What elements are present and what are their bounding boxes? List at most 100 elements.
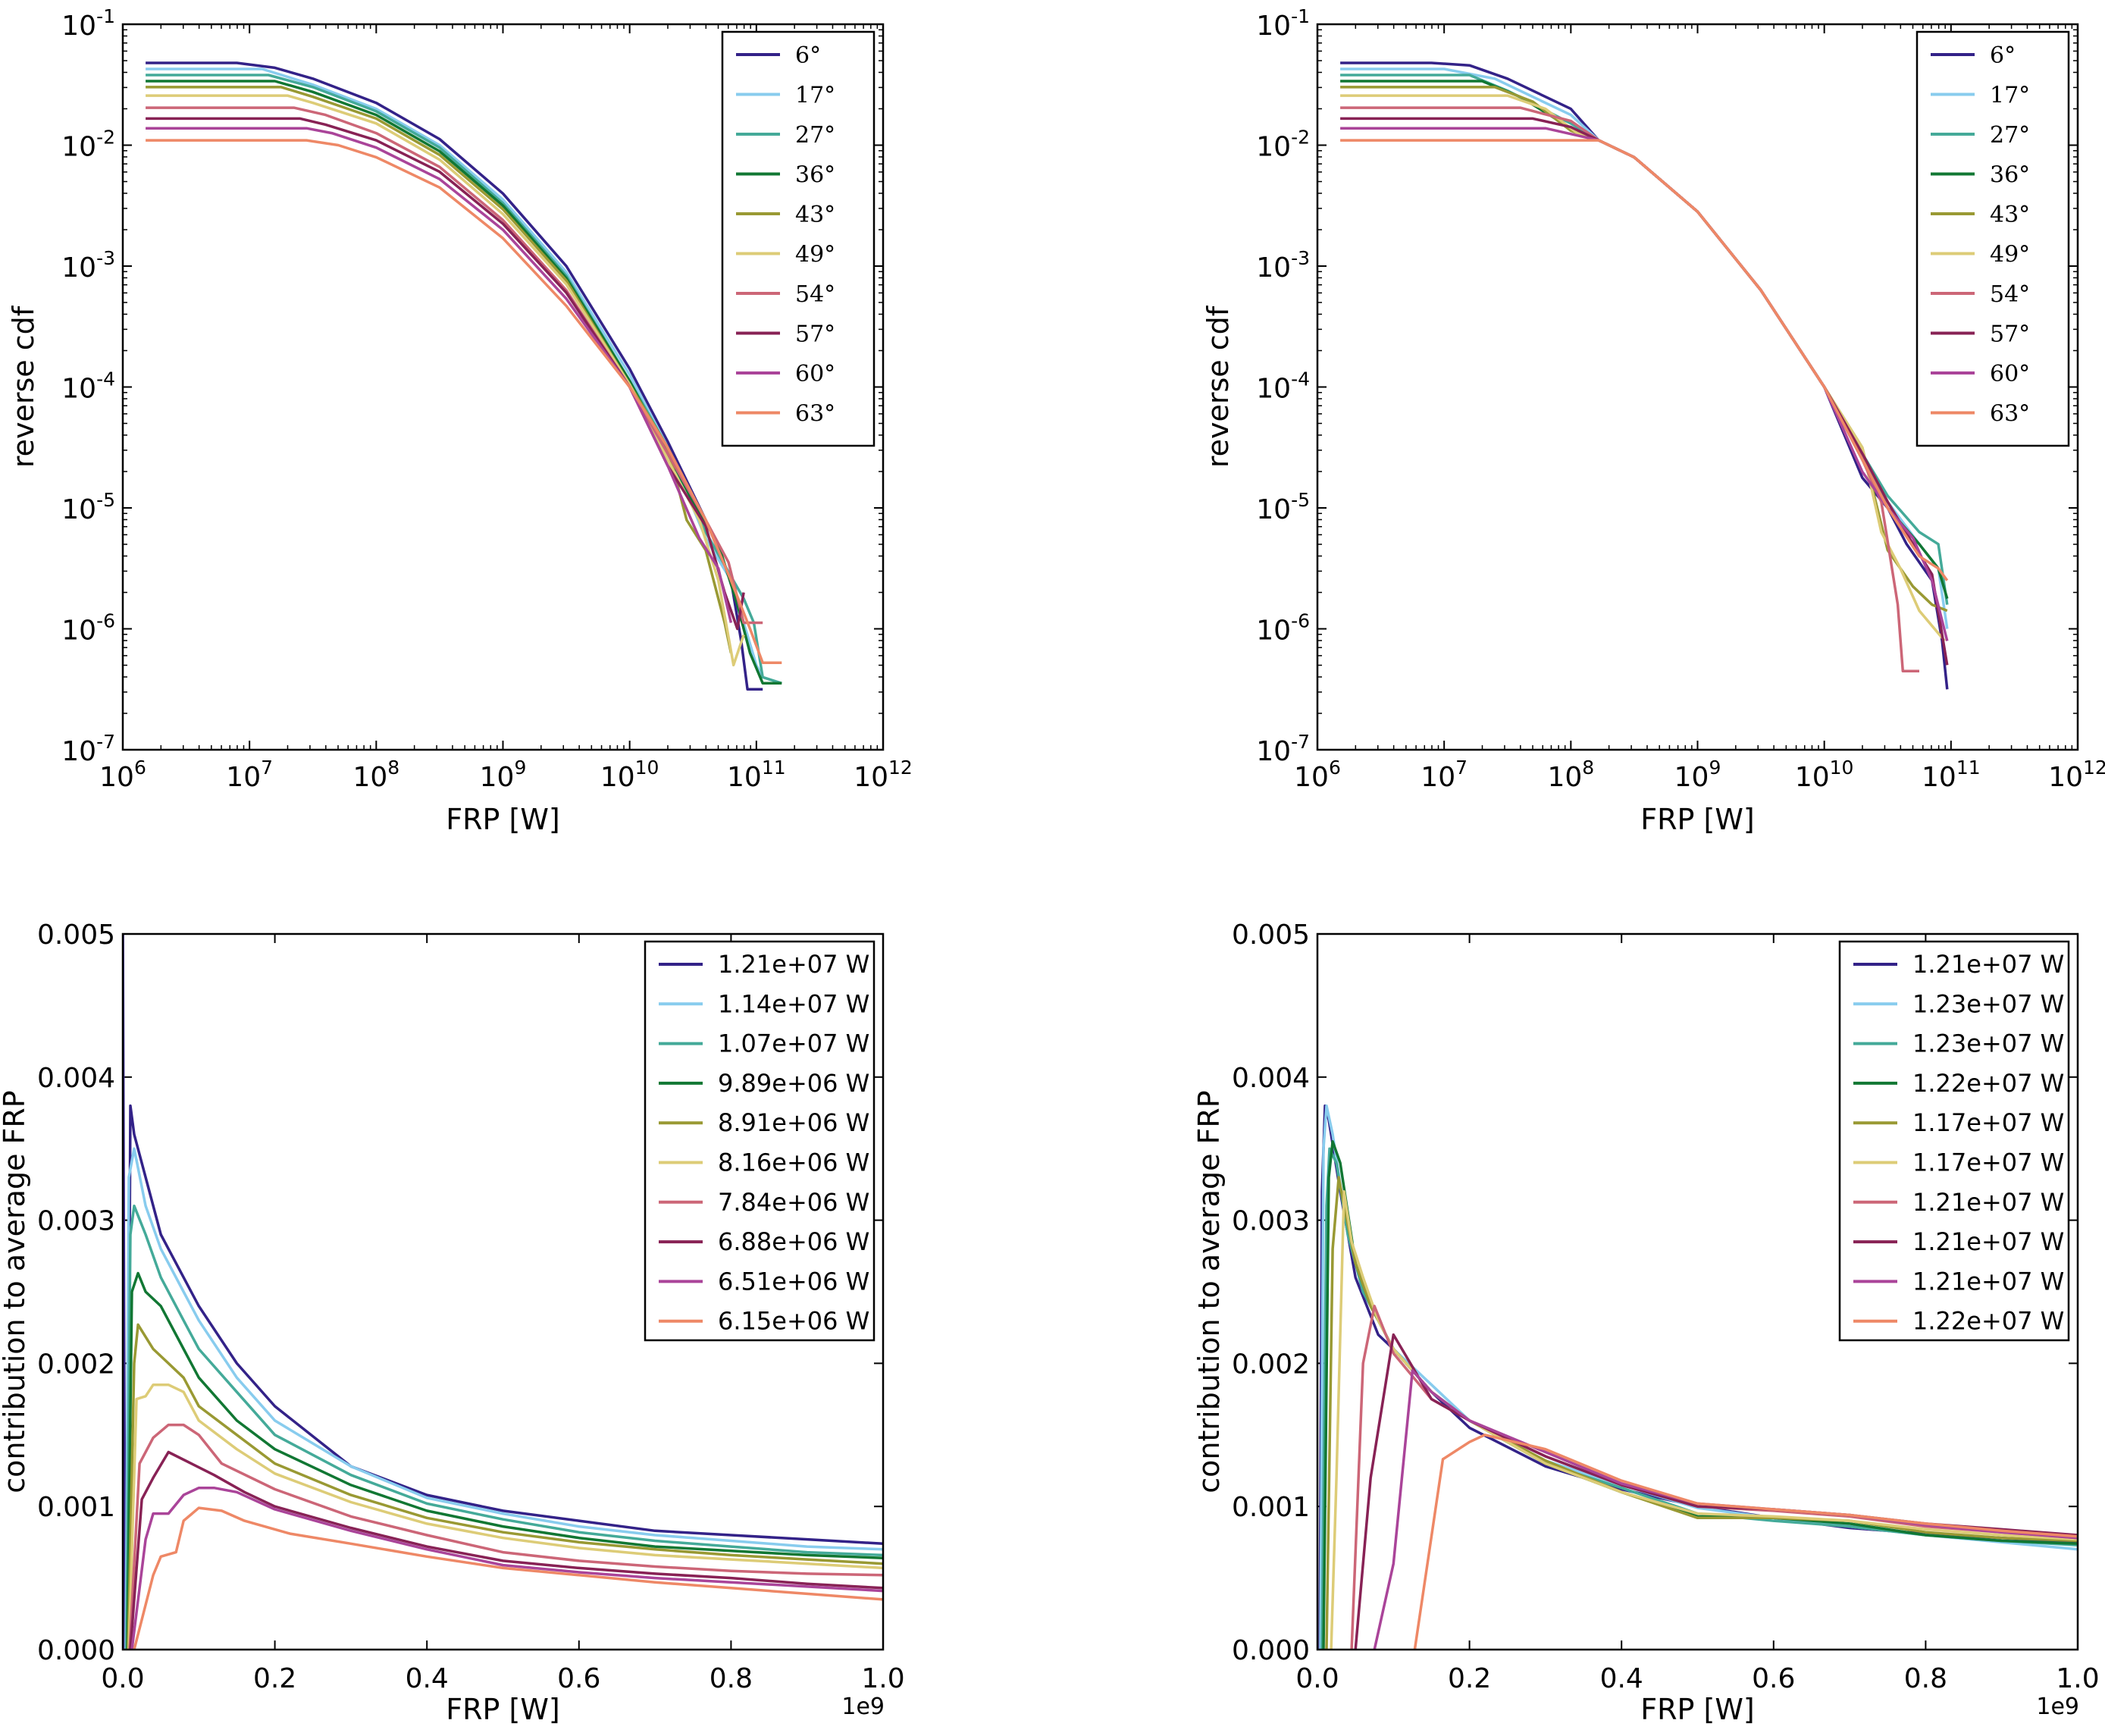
series-line-5 bbox=[127, 1323, 883, 1650]
series-line-8 bbox=[1340, 117, 1949, 666]
legend-label-8: 57° bbox=[1990, 321, 2030, 348]
x-axis-label: FRP [W] bbox=[446, 1693, 559, 1726]
x-tick-label: 107 bbox=[1421, 757, 1468, 793]
series-line-7 bbox=[128, 1423, 883, 1650]
ticks: 0.0 0.2 0.4 0.6 0.8 1.0 0.000 0.001 0.002 0.003 0.… bbox=[37, 920, 905, 1694]
legend-label-9: 60° bbox=[1990, 361, 2030, 387]
y-axis-label: reverse cdf bbox=[1201, 305, 1235, 468]
chart-tr: 106 107 108 109 1010 1011 1012 10-7 10-6 10-5 10-4… bbox=[1201, 5, 2105, 836]
y-tick-label: 10-2 bbox=[61, 127, 115, 163]
y-tick-label: 10-4 bbox=[1256, 368, 1310, 405]
x-offset-label: 1e9 bbox=[841, 1694, 885, 1720]
legend-label-2: 17° bbox=[1990, 83, 2030, 109]
x-tick-label: 0.8 bbox=[1904, 1663, 1947, 1694]
x-tick-label: 1010 bbox=[600, 757, 659, 793]
y-tick-label: 10-1 bbox=[61, 5, 115, 42]
series-line-8 bbox=[129, 1450, 883, 1650]
legend-label-4: 9.89e+06 W bbox=[718, 1069, 869, 1098]
legend-label-3: 27° bbox=[795, 122, 835, 149]
ticks: 106 107 108 109 1010 1011 1012 10-7 10-6 10-5 10-4… bbox=[1256, 5, 2105, 793]
series-line-6 bbox=[127, 1383, 883, 1650]
x-tick-label: 1012 bbox=[2048, 757, 2105, 793]
y-tick-label: 10-5 bbox=[61, 489, 115, 525]
legend-label-9: 60° bbox=[795, 361, 835, 387]
y-tick-label: 0.004 bbox=[1232, 1063, 1310, 1094]
legend-label-10: 63° bbox=[1990, 401, 2030, 428]
legend-label-8: 57° bbox=[795, 321, 835, 348]
legend-label-2: 1.14e+07 W bbox=[718, 989, 869, 1018]
x-tick-label: 1011 bbox=[727, 757, 786, 793]
legend: 1.21e+07 W 1.14e+07 W 1.07e+07 W 9.89e+06 W… bbox=[644, 940, 876, 1342]
series-line-6 bbox=[146, 94, 745, 667]
series-line-4 bbox=[1340, 80, 1949, 600]
y-tick-label: 10-7 bbox=[1256, 731, 1310, 767]
x-tick-label: 0.6 bbox=[557, 1663, 600, 1694]
y-tick-label: 0.003 bbox=[37, 1206, 115, 1237]
x-tick-label: 0.4 bbox=[406, 1663, 449, 1694]
legend-label-10: 6.15e+06 W bbox=[718, 1307, 869, 1336]
legend-label-1: 6° bbox=[1990, 42, 2016, 69]
y-tick-label: 0.000 bbox=[37, 1635, 115, 1666]
legend: 6° 17° 27° 36° 43° 49° 54° 57° 60° 63° bbox=[721, 30, 876, 447]
y-tick-label: 10-6 bbox=[1256, 610, 1310, 647]
x-tick-label: 0.4 bbox=[1600, 1663, 1643, 1694]
series-line-10 bbox=[133, 1506, 883, 1650]
legend-box bbox=[644, 940, 876, 1342]
y-tick-label: 10-3 bbox=[1256, 247, 1310, 284]
legend-label-2: 17° bbox=[795, 83, 835, 109]
y-tick-label: 10-4 bbox=[61, 368, 115, 405]
legend-label-6: 49° bbox=[1990, 242, 2030, 268]
series-line-4 bbox=[146, 80, 782, 685]
x-tick-label: 0.0 bbox=[1295, 1663, 1339, 1694]
x-tick-label: 0.8 bbox=[709, 1663, 753, 1694]
legend-label-8: 1.21e+07 W bbox=[1912, 1227, 2064, 1256]
legend-label-1: 1.21e+07 W bbox=[718, 950, 869, 979]
y-tick-label: 10-5 bbox=[1256, 489, 1310, 525]
series-line-2 bbox=[124, 1147, 883, 1650]
y-tick-label: 0.000 bbox=[1232, 1635, 1310, 1666]
y-tick-label: 10-6 bbox=[61, 610, 115, 647]
series-line-8 bbox=[146, 117, 745, 631]
x-offset-label: 1e9 bbox=[2036, 1694, 2079, 1720]
plot-frame bbox=[121, 932, 885, 1651]
x-tick-label: 108 bbox=[1547, 757, 1594, 793]
series-line-1 bbox=[123, 934, 883, 1650]
x-axis-label: FRP [W] bbox=[1640, 803, 1754, 836]
legend-label-4: 36° bbox=[1990, 162, 2030, 189]
x-tick-label: 1010 bbox=[1795, 757, 1854, 793]
legend-label-2: 1.23e+07 W bbox=[1912, 989, 2064, 1018]
legend-label-10: 63° bbox=[795, 401, 835, 428]
y-axis-label: contribution to average FRP bbox=[0, 1090, 31, 1493]
series-line-10 bbox=[1413, 1434, 2078, 1650]
series-group bbox=[1340, 61, 1949, 690]
legend-label-4: 36° bbox=[795, 162, 835, 189]
legend-box bbox=[721, 30, 876, 447]
series-line-7 bbox=[146, 106, 763, 625]
plot-frame bbox=[1316, 932, 2079, 1651]
legend: 6° 17° 27° 36° 43° 49° 54° 57° 60° 63° bbox=[1915, 30, 2070, 447]
x-axis-label: FRP [W] bbox=[446, 803, 559, 836]
legend-label-1: 1.21e+07 W bbox=[1912, 950, 2064, 979]
legend: 1.21e+07 W 1.23e+07 W 1.23e+07 W 1.22e+07 W… bbox=[1838, 940, 2070, 1342]
x-tick-label: 107 bbox=[226, 757, 273, 793]
legend-box bbox=[1838, 940, 2070, 1342]
legend-label-4: 1.22e+07 W bbox=[1912, 1069, 2064, 1098]
y-tick-label: 0.003 bbox=[1232, 1206, 1310, 1237]
legend-label-3: 1.07e+07 W bbox=[718, 1029, 869, 1058]
x-tick-label: 106 bbox=[1294, 757, 1341, 793]
series-line-9 bbox=[130, 1486, 883, 1650]
x-tick-label: 109 bbox=[1674, 757, 1721, 793]
x-tick-label: 106 bbox=[99, 757, 146, 793]
x-tick-label: 0.2 bbox=[253, 1663, 296, 1694]
legend-label-1: 6° bbox=[795, 42, 821, 69]
legend-label-6: 49° bbox=[795, 242, 835, 268]
legend-label-9: 1.21e+07 W bbox=[1912, 1267, 2064, 1296]
legend-label-5: 1.17e+07 W bbox=[1912, 1108, 2064, 1137]
legend-label-6: 8.16e+06 W bbox=[718, 1148, 869, 1177]
y-axis-label: contribution to average FRP bbox=[1192, 1090, 1226, 1493]
legend-label-7: 7.84e+06 W bbox=[718, 1188, 869, 1217]
x-tick-label: 108 bbox=[352, 757, 399, 793]
series-line-9 bbox=[1373, 1369, 2078, 1650]
legend-box bbox=[1915, 30, 2070, 447]
